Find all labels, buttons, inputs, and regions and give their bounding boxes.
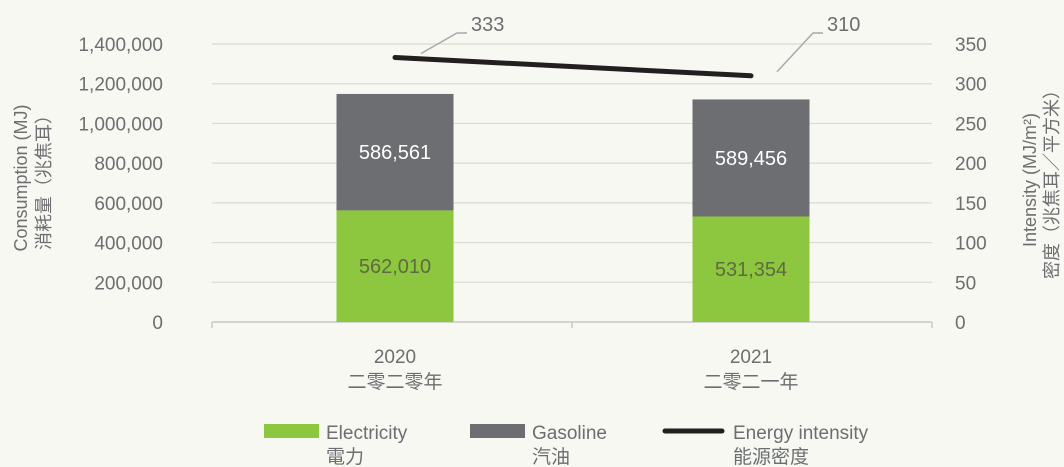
intensity-leader-line	[420, 32, 467, 55]
legend-label: Energy intensity	[733, 423, 869, 444]
y-tick-label-right: 200	[955, 154, 987, 175]
y-axis-left-title-zh: 消耗量（兆焦耳）	[34, 106, 54, 250]
data-label-intensity: 310	[827, 14, 860, 36]
x-category-label-zh: 二零二一年	[703, 371, 798, 393]
legend-label: Electricity	[326, 423, 408, 444]
intensity-line	[392, 55, 754, 79]
y-tick-label-right: 150	[955, 194, 987, 215]
x-category-label: 2021	[730, 347, 772, 368]
data-label-electricity: 531,354	[715, 259, 787, 281]
legend-label-zh: 汽油	[532, 446, 570, 467]
gridlines	[211, 43, 933, 328]
legend-label-zh: 電力	[326, 446, 364, 467]
y-tick-label-left: 400,000	[94, 234, 163, 255]
y-tick-label-left: 600,000	[94, 194, 163, 215]
bar-gasoline	[692, 99, 810, 217]
x-axis-categories: 2020 二零二零年 2021 二零二一年	[347, 347, 798, 393]
bar-electricity	[692, 216, 810, 322]
y-tick-label-left: 800,000	[94, 154, 163, 175]
y-tick-label-right: 350	[955, 35, 987, 56]
bars: 562,010 586,561 531,354 589,456	[336, 93, 810, 322]
y-tick-label-right: 50	[955, 273, 976, 294]
y-axis-left-title: Consumption (MJ)	[11, 104, 31, 251]
y-tick-label-left: 200,000	[94, 273, 163, 294]
y-tick-label-right: 0	[955, 313, 966, 334]
intensity-leader-line	[776, 32, 823, 73]
y-tick-label-left: 1,200,000	[78, 75, 163, 96]
x-category-label: 2020	[374, 347, 416, 368]
legend-label: Gasoline	[532, 423, 607, 444]
y-tick-label-left: 1,000,000	[78, 114, 163, 135]
legend-label-zh: 能源密度	[733, 446, 809, 467]
y-axis-left-ticks: 0 200,000 400,000 600,000 800,000 1,000,000 1,…	[78, 35, 163, 334]
legend-swatch	[264, 424, 319, 438]
x-category-label-zh: 二零二零年	[347, 371, 442, 393]
y-tick-label-right: 300	[955, 75, 987, 96]
y-tick-label-left: 1,400,000	[78, 35, 163, 56]
y-axis-right-ticks: 0 50 100 150 200 250 300 350	[955, 35, 987, 334]
data-label-electricity: 562,010	[359, 256, 431, 278]
data-label-gasoline: 586,561	[359, 142, 431, 164]
bar-electricity	[336, 210, 454, 322]
intensity-line-group: 333 310	[392, 14, 860, 79]
y-tick-label-right: 250	[955, 114, 987, 135]
legend-swatch	[470, 424, 525, 438]
y-axis-right-title-zh: 密度（兆焦耳／平方米）	[1042, 81, 1062, 279]
y-tick-label-left: 0	[152, 313, 163, 334]
data-label-intensity: 333	[471, 14, 504, 36]
bar-gasoline	[336, 93, 454, 211]
y-axis-right-title: Intensity (MJ/m²)	[1020, 113, 1040, 247]
y-tick-label-right: 100	[955, 234, 987, 255]
data-label-gasoline: 589,456	[715, 148, 787, 170]
